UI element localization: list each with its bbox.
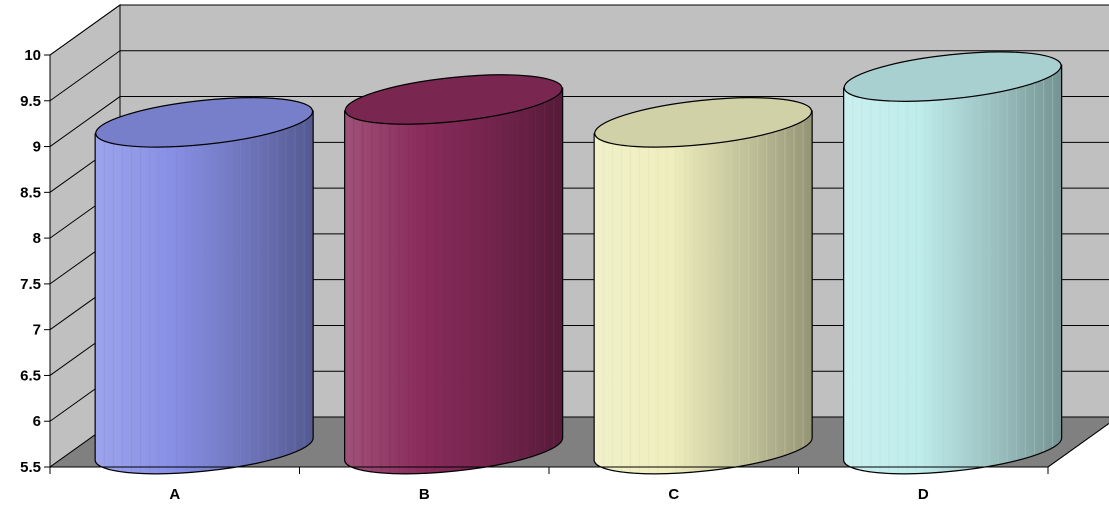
x-tick-label: C — [668, 486, 679, 503]
cylinder-top — [95, 97, 314, 148]
cylinder-body — [843, 64, 1063, 475]
gridline — [49, 96, 1109, 147]
bar-A — [94, 97, 314, 475]
cylinder-body — [94, 110, 314, 475]
x-tick-label: D — [918, 486, 929, 503]
x-axis-labels: A B C D — [49, 467, 1049, 503]
x-tick-label: B — [419, 486, 430, 503]
bar-D — [843, 51, 1063, 475]
x-tick-label: A — [169, 486, 180, 503]
cylinder-body — [593, 110, 813, 475]
y-tick-label: 9 — [33, 139, 41, 156]
y-tick-label: 6 — [33, 413, 41, 430]
y-tick-label: 7 — [33, 322, 41, 339]
cylinder-body — [344, 87, 564, 475]
cylinder-top — [594, 97, 813, 148]
y-tick-label: 8 — [33, 230, 41, 247]
gridline — [49, 4, 1109, 56]
y-tick-label: 10 — [24, 47, 41, 64]
y-tick-label: 8.5 — [20, 184, 41, 201]
bar-B — [344, 74, 564, 475]
bars — [94, 51, 1063, 475]
gridline — [49, 50, 1109, 102]
y-tick-label: 5.5 — [20, 459, 41, 476]
floor-edge — [1047, 422, 1109, 468]
cylinder-top — [344, 74, 563, 125]
y-tick-label: 9.5 — [20, 93, 41, 110]
cylinder-top — [843, 51, 1062, 102]
y-tick-label: 6.5 — [20, 367, 41, 384]
y-axis-ticks: 5.5 6 6.5 7 7.5 8 8.5 9 9.5 10 — [20, 47, 50, 476]
y-tick-label: 7.5 — [20, 276, 41, 293]
bar-C — [593, 97, 813, 475]
